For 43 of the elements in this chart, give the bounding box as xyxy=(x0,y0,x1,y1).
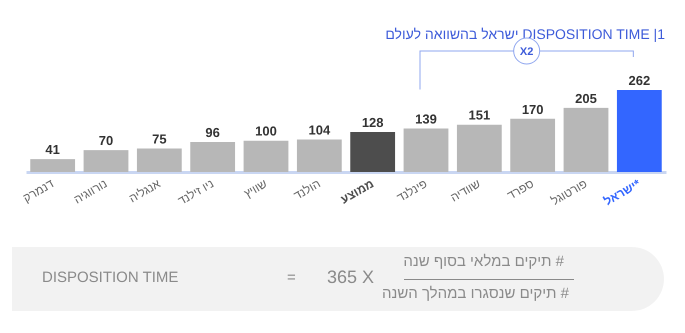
data-label: 139 xyxy=(415,111,437,126)
bar xyxy=(564,108,608,172)
data-label: 170 xyxy=(522,102,544,117)
data-label: 100 xyxy=(255,124,277,139)
text: X2 xyxy=(520,46,534,58)
data-label: 96 xyxy=(205,124,220,140)
bar xyxy=(456,124,502,172)
x-tick-label: אנגליה xyxy=(126,176,164,206)
x-tick-label: הולנד xyxy=(291,176,323,203)
x-tick-label: ספרד xyxy=(504,176,536,203)
bar xyxy=(244,140,288,172)
text: # תיקים במלאי בסוף שנה xyxy=(403,253,564,270)
bar xyxy=(190,142,236,172)
data-label: 128 xyxy=(362,114,384,130)
bar xyxy=(30,159,76,172)
text: # תיקים שנסגרו במהלך השנה xyxy=(382,285,569,302)
bar xyxy=(510,118,556,172)
bar xyxy=(616,90,662,172)
bar xyxy=(404,128,448,172)
x-tick-label: פינלנד xyxy=(394,176,430,205)
x-tick-label: פורטוגל xyxy=(548,176,590,208)
data-label: 75 xyxy=(152,132,167,147)
bar xyxy=(136,148,182,172)
text: DISPOSITION TIME xyxy=(42,269,178,286)
data-label: 70 xyxy=(98,133,114,148)
chart-title: 1| DISPOSITION TIME ישראל בהשוואה לעולם xyxy=(385,26,665,42)
bar xyxy=(296,139,342,172)
x-tick-label: ניו זילנד xyxy=(175,176,216,208)
x-tick-label: נורווגיה xyxy=(71,176,110,207)
data-label: 104 xyxy=(308,122,331,138)
data-label: 41 xyxy=(45,142,60,158)
data-label: 262 xyxy=(628,73,650,88)
x-tick-label: שוויץ xyxy=(242,176,270,201)
data-label: 151 xyxy=(468,108,490,123)
bar xyxy=(350,132,396,172)
text: 365 X xyxy=(327,267,374,288)
x-tick-label: שוודיה xyxy=(448,176,484,205)
data-label: 205 xyxy=(575,90,597,106)
x-tick-label: ממוצע xyxy=(338,176,376,206)
x-tick-label: ישראל* xyxy=(601,176,644,208)
text: = xyxy=(287,269,296,286)
x-tick-label: דנמרק xyxy=(20,176,56,206)
bar xyxy=(84,150,128,172)
